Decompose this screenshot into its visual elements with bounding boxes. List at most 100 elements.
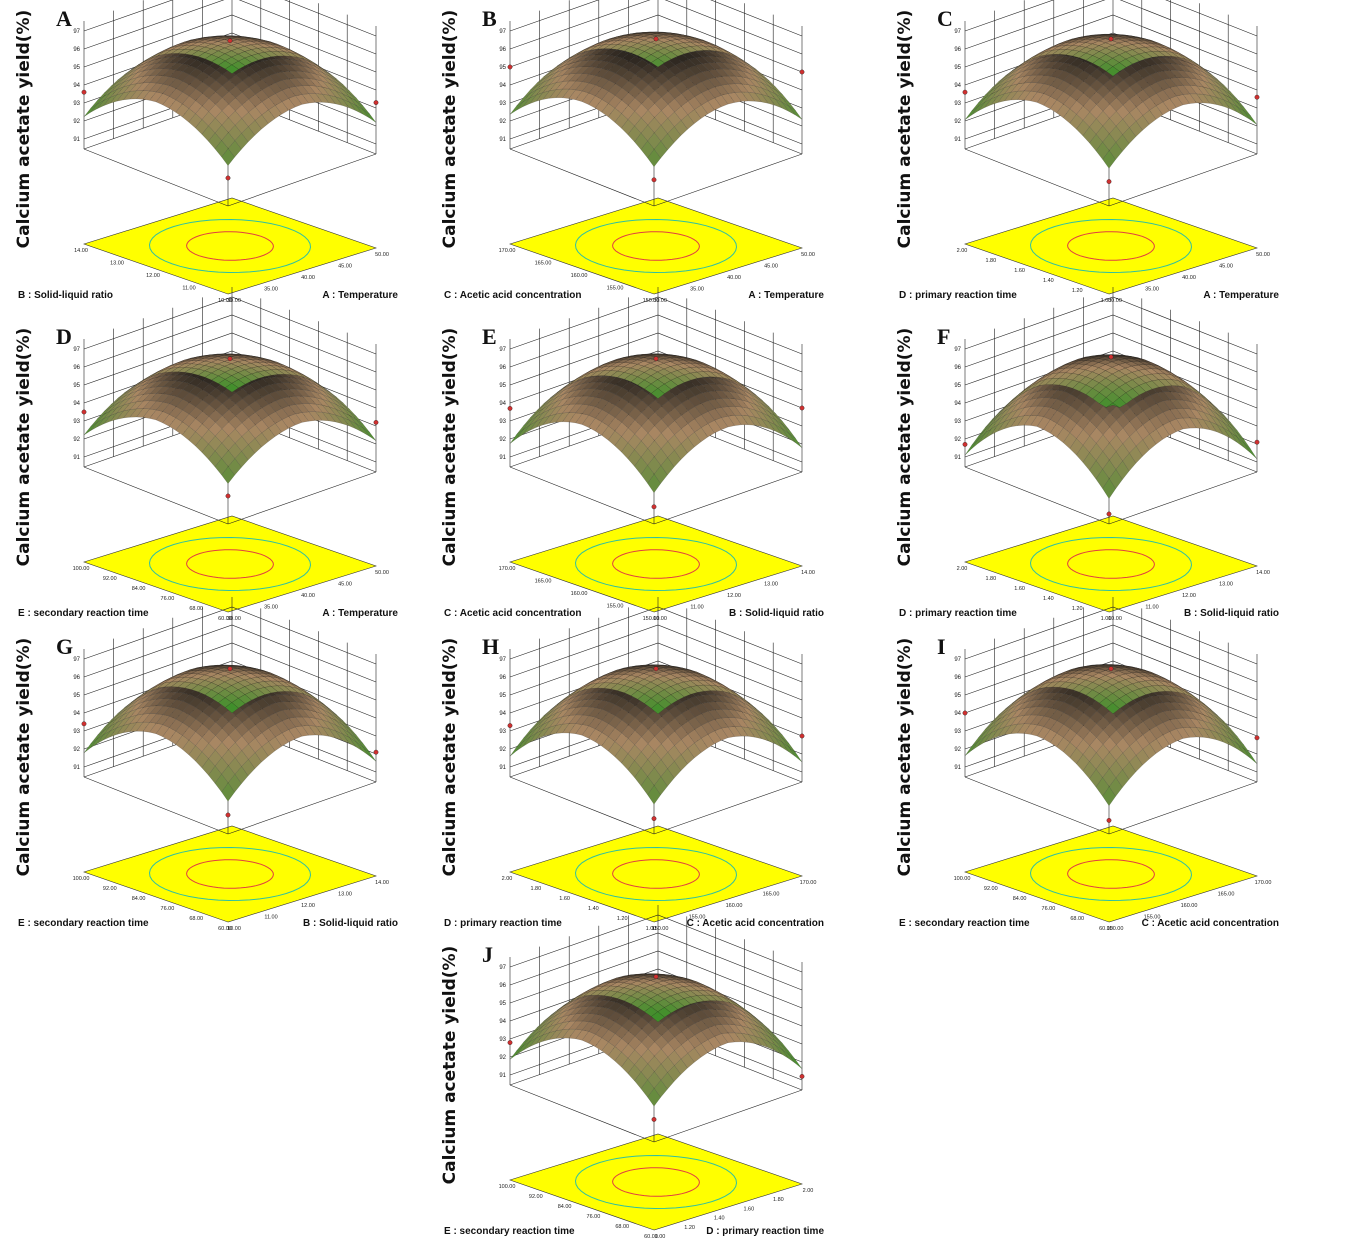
right-marker (374, 750, 378, 754)
z-axis-label: Calcium acetate yield(%) (14, 632, 38, 882)
front-marker (652, 178, 656, 182)
contour-plane (965, 516, 1257, 612)
peak-marker (654, 37, 658, 41)
z-axis-label: Calcium acetate yield(%) (895, 632, 919, 882)
right-marker (800, 1074, 804, 1078)
x-tick-label: 84.00 (132, 896, 146, 902)
z-tick-label: 91 (954, 137, 961, 143)
x-tick-label: 1.80 (985, 576, 996, 582)
x-tick-label: 1.80 (530, 886, 541, 892)
response-surface (84, 354, 376, 484)
z-tick-label: 95 (954, 383, 961, 389)
z-axis-label: Calcium acetate yield(%) (440, 632, 464, 882)
response-surface (84, 36, 376, 166)
x-tick-label: 92.00 (103, 576, 117, 582)
x-tick-label: 155.00 (607, 286, 624, 292)
panel-letter: C (937, 6, 953, 32)
x-tick-label: 13.00 (110, 261, 124, 267)
response-surface (965, 664, 1257, 805)
z-tick-label: 91 (954, 455, 961, 461)
surface-plot: 9192939495969710.0011.0012.0013.0014.003… (12, 4, 452, 304)
y-tick-label: 50.00 (375, 252, 389, 258)
x-tick-label: 92.00 (529, 1194, 543, 1200)
z-tick-label: 96 (954, 675, 961, 681)
z-tick-label: 93 (499, 1037, 506, 1043)
y-tick-label: 165.00 (1218, 892, 1235, 898)
surface-plot: 91929394959697150.00155.00160.00165.0017… (438, 4, 878, 304)
z-tick-label: 93 (73, 419, 80, 425)
z-tick-label: 94 (954, 401, 961, 407)
x-axis-label: D : primary reaction time (899, 608, 1017, 619)
z-tick-label: 93 (499, 101, 506, 107)
z-axis-label: Calcium acetate yield(%) (440, 322, 464, 572)
left-marker (82, 90, 86, 94)
peak-marker (1109, 37, 1113, 41)
front-marker (226, 176, 230, 180)
z-axis-label: Calcium acetate yield(%) (895, 322, 919, 572)
y-tick-label: 45.00 (764, 264, 778, 270)
z-tick-label: 95 (73, 383, 80, 389)
y-tick-label: 14.00 (801, 570, 815, 576)
panel-letter: I (937, 634, 946, 660)
y-tick-label: 35.00 (264, 605, 278, 611)
x-axis-label: E : secondary reaction time (18, 608, 149, 619)
right-marker (1255, 95, 1259, 99)
front-marker (226, 813, 230, 817)
front-marker (226, 494, 230, 498)
y-tick-label: 50.00 (375, 570, 389, 576)
z-axis-label: Calcium acetate yield(%) (440, 4, 464, 254)
contour-plane (84, 826, 376, 922)
right-marker (800, 70, 804, 74)
y-tick-label: 12.00 (1182, 593, 1196, 599)
z-tick-label: 96 (499, 983, 506, 989)
contour-plane (965, 826, 1257, 922)
left-marker (508, 723, 512, 727)
x-tick-label: 2.00 (957, 248, 968, 254)
right-marker (1255, 440, 1259, 444)
y-tick-label: 10.00 (227, 926, 241, 932)
y-tick-label: 1.20 (684, 1225, 695, 1231)
x-tick-label: 1.80 (985, 258, 996, 264)
y-tick-label: 30.00 (1108, 298, 1122, 304)
z-tick-label: 97 (954, 657, 961, 663)
x-tick-label: 68.00 (189, 606, 203, 612)
y-tick-label: 150.00 (652, 926, 669, 932)
left-marker (963, 442, 967, 446)
y-tick-label: 11.00 (1145, 605, 1158, 611)
y-tick-label: 160.00 (1181, 903, 1198, 909)
z-tick-label: 95 (499, 383, 506, 389)
y-tick-label: 30.00 (653, 298, 667, 304)
y-axis-label: B : Solid-liquid ratio (303, 918, 398, 929)
x-tick-label: 155.00 (607, 604, 624, 610)
y-tick-label: 11.00 (690, 605, 703, 611)
x-tick-label: 76.00 (161, 906, 175, 912)
contour-plane (510, 1134, 802, 1230)
x-tick-label: 1.20 (1072, 288, 1083, 294)
front-marker (652, 1117, 656, 1121)
z-axis-label: Calcium acetate yield(%) (440, 940, 464, 1190)
z-tick-label: 94 (73, 83, 80, 89)
z-tick-label: 95 (499, 1001, 506, 1007)
y-tick-label: 45.00 (338, 264, 352, 270)
z-tick-label: 94 (954, 711, 961, 717)
z-tick-label: 97 (73, 657, 80, 663)
y-tick-label: 10.00 (1108, 616, 1122, 622)
z-tick-label: 94 (954, 83, 961, 89)
x-tick-label: 68.00 (189, 916, 203, 922)
z-tick-label: 91 (73, 765, 80, 771)
z-tick-label: 95 (499, 65, 506, 71)
z-axis-label: Calcium acetate yield(%) (14, 4, 38, 254)
z-tick-label: 96 (73, 675, 80, 681)
y-tick-label: 40.00 (301, 593, 315, 599)
response-surface (510, 32, 802, 167)
z-tick-label: 92 (73, 747, 80, 753)
right-marker (374, 420, 378, 424)
z-tick-label: 97 (73, 347, 80, 353)
z-tick-label: 91 (499, 455, 506, 461)
y-tick-label: 35.00 (264, 287, 278, 293)
x-tick-label: 100.00 (73, 566, 90, 572)
y-tick-label: 14.00 (1256, 570, 1270, 576)
